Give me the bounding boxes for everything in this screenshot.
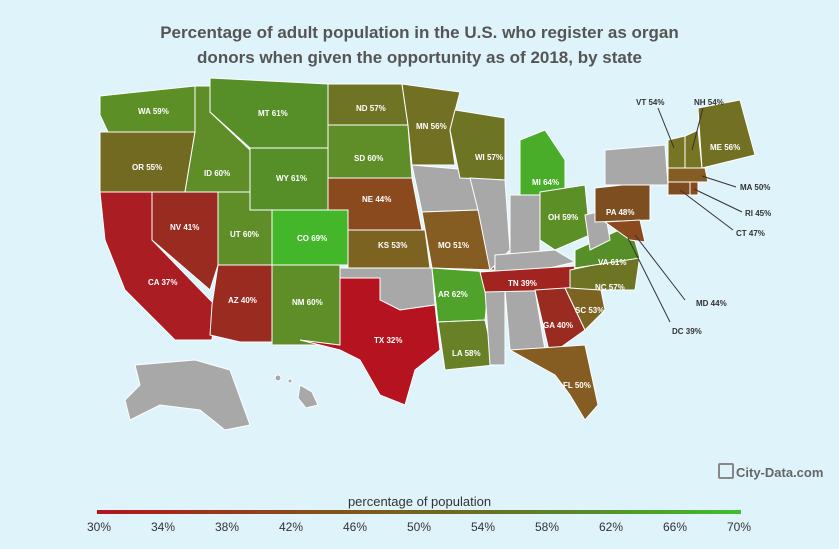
label-ri: RI 45% [745, 209, 771, 218]
legend-color-bar [97, 510, 741, 514]
leader-nh [691, 107, 704, 151]
legend-ticks: 30% 34% 38% 42% 46% 50% 54% 58% 62% 66% … [84, 520, 754, 534]
label-id: ID 60% [204, 169, 230, 178]
label-tx: TX 32% [374, 336, 402, 345]
brand-text: City-Data.com [736, 465, 824, 480]
label-nd: ND 57% [356, 104, 386, 113]
legend-title: percentage of population [347, 494, 492, 509]
label-va: VA 61% [598, 258, 626, 267]
label-mo: MO 51% [438, 241, 469, 250]
legend-tick: 30% [86, 520, 112, 534]
title-line-1: Percentage of adult population in the U.… [160, 23, 679, 42]
label-nm: NM 60% [292, 298, 323, 307]
map-title: Percentage of adult population in the U.… [0, 20, 839, 70]
label-nv: NV 41% [170, 223, 199, 232]
state-sd[interactable] [327, 124, 413, 179]
label-fl: FL 50% [563, 381, 591, 390]
leader-ma [701, 175, 737, 188]
state-ma[interactable] [667, 167, 709, 183]
leader-ct [679, 189, 734, 231]
state-me[interactable] [697, 99, 756, 169]
city-data-logo: City-Data.com [718, 463, 823, 480]
state-mi[interactable] [519, 129, 566, 196]
label-ct: CT 47% [736, 229, 765, 238]
label-wy: WY 61% [276, 174, 307, 183]
label-nh: NH 54% [694, 98, 724, 107]
legend-tick: 42% [278, 520, 304, 534]
title-line-2: donors when given the opportunity as of … [197, 48, 642, 67]
state-wi[interactable] [449, 109, 506, 181]
leader-md [634, 234, 686, 301]
legend-tick: 70% [726, 520, 752, 534]
legend-tick: 38% [214, 520, 240, 534]
state-mn[interactable] [401, 83, 461, 166]
label-mi: MI 64% [532, 178, 559, 187]
leader-ri [693, 188, 743, 213]
label-ma: MA 50% [740, 183, 770, 192]
label-vt: VT 54% [636, 98, 664, 107]
label-ut: UT 60% [230, 230, 259, 239]
state-hi[interactable] [297, 384, 319, 409]
label-sc: SC 53% [575, 306, 604, 315]
legend-tick: 54% [470, 520, 496, 534]
label-dc: DC 39% [672, 327, 702, 336]
legend-tick: 46% [342, 520, 368, 534]
label-me: ME 56% [710, 143, 740, 152]
state-or[interactable] [99, 131, 196, 193]
label-co: CO 69% [297, 234, 327, 243]
state-hi-island[interactable] [287, 378, 293, 384]
label-az: AZ 40% [228, 296, 257, 305]
label-ne: NE 44% [362, 195, 391, 204]
state-la[interactable] [437, 319, 496, 371]
label-wa: WA 59% [138, 107, 169, 116]
state-ny[interactable] [604, 144, 669, 186]
state-oh[interactable] [539, 184, 591, 251]
state-ct[interactable] [667, 181, 691, 196]
state-tx[interactable] [299, 277, 441, 406]
state-ri[interactable] [689, 181, 699, 196]
label-wi: WI 57% [475, 153, 503, 162]
legend-tick: 66% [662, 520, 688, 534]
label-oh: OH 59% [548, 213, 578, 222]
label-or: OR 55% [132, 163, 162, 172]
label-nc: NC 57% [595, 283, 625, 292]
state-ak[interactable] [124, 359, 251, 431]
label-ar: AR 62% [438, 290, 468, 299]
state-vt[interactable] [667, 135, 686, 169]
label-ks: KS 53% [378, 241, 407, 250]
leader-dc [627, 237, 671, 323]
label-la: LA 58% [452, 349, 481, 358]
state-fl[interactable] [508, 344, 599, 421]
label-tn: TN 39% [508, 279, 537, 288]
state-md[interactable] [603, 219, 646, 243]
label-md: MD 44% [696, 299, 727, 308]
label-pa: PA 48% [606, 208, 634, 217]
label-sd: SD 60% [354, 154, 383, 163]
leader-vt [657, 107, 675, 149]
label-mt: MT 61% [258, 109, 288, 118]
label-mn: MN 56% [416, 122, 447, 131]
legend-tick: 62% [598, 520, 624, 534]
magnifier-icon [718, 463, 734, 479]
legend-tick: 34% [150, 520, 176, 534]
legend-tick: 58% [534, 520, 560, 534]
state-hi-island[interactable] [274, 374, 282, 382]
state-in[interactable] [509, 194, 541, 256]
legend-tick: 50% [406, 520, 432, 534]
label-ca: CA 37% [148, 278, 178, 287]
label-ga: GA 40% [543, 321, 573, 330]
